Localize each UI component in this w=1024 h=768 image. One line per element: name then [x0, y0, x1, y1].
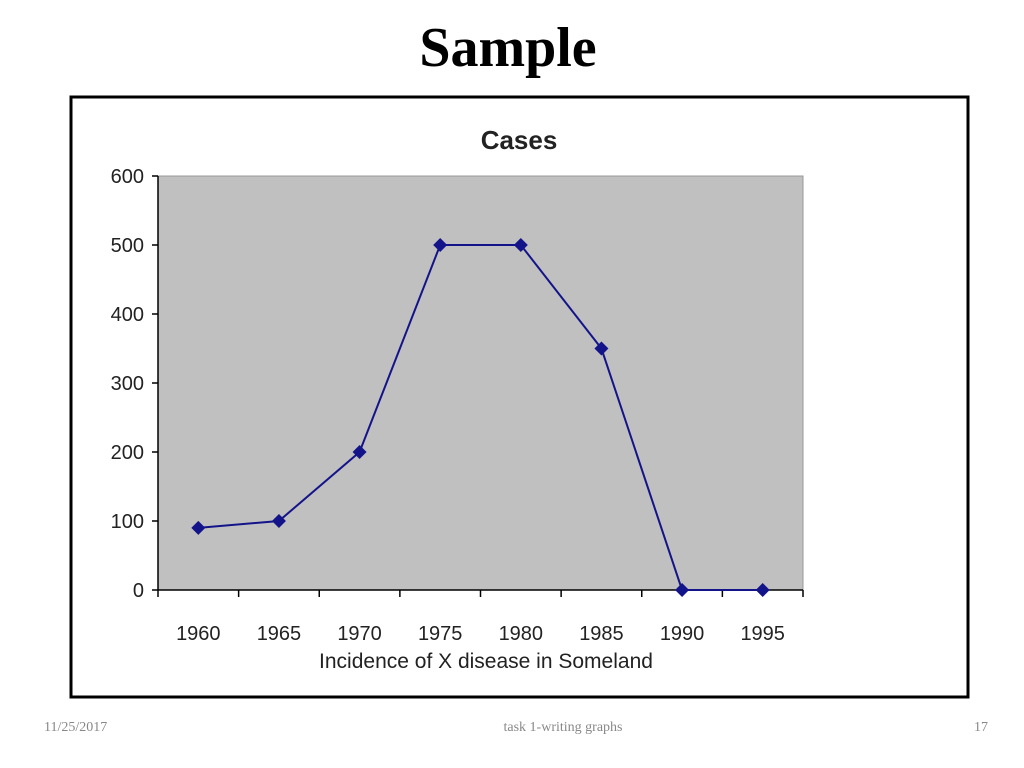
- series-line: [198, 244, 763, 591]
- slide-title: Sample: [419, 17, 596, 79]
- x-tick-label: 1975: [418, 623, 463, 645]
- data-point: [352, 445, 367, 459]
- data-point: [513, 238, 528, 252]
- data-point: [594, 341, 609, 356]
- y-tick-label: 500: [111, 235, 144, 257]
- data-point: [675, 583, 690, 597]
- x-axis-label: Incidence of X disease in Someland: [319, 650, 653, 673]
- y-tick-label: 400: [111, 304, 144, 326]
- y-tick-label: 300: [111, 373, 144, 395]
- y-tick-label: 0: [133, 580, 144, 602]
- x-tick-label: 1995: [740, 623, 785, 645]
- x-tick-label: 1960: [176, 623, 221, 645]
- y-tick-label: 200: [111, 442, 144, 464]
- footer-page: 17: [974, 720, 988, 735]
- footer-center: task 1-writing graphs: [504, 720, 623, 735]
- data-point: [191, 520, 206, 535]
- y-tick-label: 100: [111, 511, 144, 533]
- x-tick-label: 1965: [257, 623, 302, 645]
- plot-area: [157, 175, 804, 591]
- x-tick-label: 1970: [337, 623, 382, 645]
- data-point: [433, 238, 448, 252]
- x-tick-label: 1990: [660, 623, 705, 645]
- chart-title: Cases: [481, 125, 558, 155]
- footer-date: 11/25/2017: [44, 720, 107, 735]
- x-tick-label: 1985: [579, 623, 624, 645]
- data-point: [755, 583, 770, 597]
- y-tick-label: 600: [111, 166, 144, 188]
- x-tick-label: 1980: [499, 623, 544, 645]
- data-point: [271, 514, 286, 528]
